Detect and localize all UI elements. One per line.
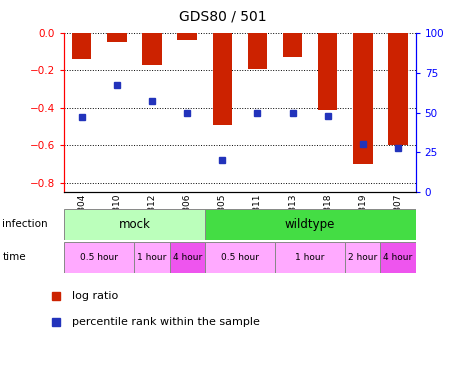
- Bar: [205, 209, 416, 240]
- Bar: [107, 33, 126, 42]
- Bar: [275, 242, 345, 273]
- Text: 2 hour: 2 hour: [348, 253, 378, 262]
- Text: time: time: [2, 252, 26, 262]
- Bar: [142, 33, 162, 65]
- Bar: [389, 33, 408, 145]
- Bar: [178, 33, 197, 40]
- Bar: [345, 242, 380, 273]
- Text: 4 hour: 4 hour: [383, 253, 413, 262]
- Bar: [353, 33, 372, 164]
- Bar: [134, 242, 170, 273]
- Text: log ratio: log ratio: [72, 291, 118, 301]
- Bar: [248, 33, 267, 68]
- Bar: [380, 242, 416, 273]
- Bar: [205, 242, 275, 273]
- Bar: [72, 33, 91, 59]
- Bar: [170, 242, 205, 273]
- Text: mock: mock: [118, 218, 151, 231]
- Bar: [64, 242, 134, 273]
- Text: 1 hour: 1 hour: [295, 253, 325, 262]
- Text: 0.5 hour: 0.5 hour: [221, 253, 259, 262]
- Text: infection: infection: [2, 219, 48, 229]
- Text: 4 hour: 4 hour: [172, 253, 202, 262]
- Bar: [283, 33, 302, 57]
- Bar: [64, 209, 205, 240]
- Text: percentile rank within the sample: percentile rank within the sample: [72, 317, 260, 327]
- Text: GDS80 / 501: GDS80 / 501: [180, 9, 267, 23]
- Text: 1 hour: 1 hour: [137, 253, 167, 262]
- Text: wildtype: wildtype: [285, 218, 335, 231]
- Bar: [318, 33, 337, 110]
- Text: 0.5 hour: 0.5 hour: [80, 253, 118, 262]
- Bar: [213, 33, 232, 125]
